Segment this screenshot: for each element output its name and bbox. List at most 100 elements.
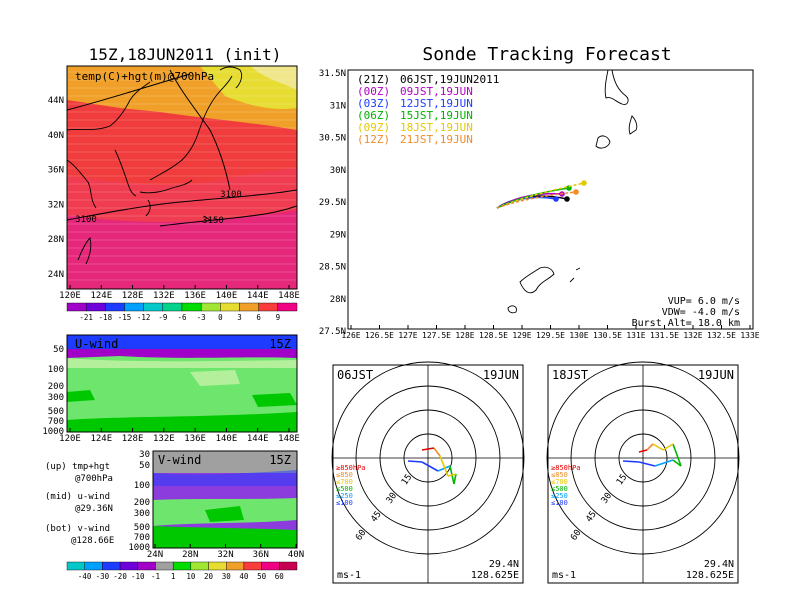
vwind-label: V-wind [158,453,201,467]
colorbar-label: -40 [78,572,92,581]
lon-tick-label: 144E [247,291,269,301]
hodograph-segment [421,461,439,472]
colorbar-label: -18 [99,313,113,322]
uwind-time: 15Z [269,337,291,351]
lat-tick-label: 36N [253,550,269,560]
colorbar-swatch [172,561,192,571]
colorbar-swatch [162,302,183,312]
temp-lat-ticks: 44N 40N 36N 32N 28N 24N [48,96,64,280]
track-map-coast [507,69,638,314]
colorbar-swatch [181,302,202,312]
note-line: (mid) u-wind [45,492,110,502]
polar-lon: 128.625E [471,570,519,581]
colorbar-swatch [239,302,259,312]
colorbar-label: 40 [239,572,249,581]
hodograph-segment [437,465,451,472]
colorbar-label: -15 [118,313,132,322]
hodograph-segment [421,447,435,451]
note-line: (up) tmp+hgt [45,462,110,472]
lat-tick-label: 28N [182,550,198,560]
colorbar-label: -9 [158,313,167,322]
colorbar-swatch [220,302,240,312]
lat-tick-label: 30.5N [319,134,346,144]
polar-lat: 29.4N [489,559,519,570]
track-map [347,69,754,330]
lon-tick-label: 132E [153,434,175,444]
level-label: ≤700 [551,478,568,486]
temp-lon-ticks: 120E 124E 128E 132E 136E 140E 144E 148E [59,285,300,301]
hodograph-segment [439,455,449,477]
lat-tick-label: 28.5N [319,263,346,273]
hodograph-segment [652,443,664,451]
legend-time: 12JST,19JUN [400,97,473,110]
legend-time: 15JST,19JUN [400,109,473,122]
lon-tick-label: 140E [216,291,238,301]
legend-zulu: (09Z) [357,121,390,134]
temp-map: 3100 3100 3150 temp(C)+hgt(m)@700hPa [66,65,298,290]
colorbar-swatch [258,302,279,312]
legend-time: 18JST,19JUN [400,121,473,134]
colorbar-swatch [277,302,298,312]
hodograph-segment [654,459,674,467]
polar-lon: 128.625E [686,570,734,581]
polar-unit: ms-1 [337,570,361,581]
note-line: @128.66E [71,536,114,546]
lat-tick-label: 28N [330,295,346,305]
pressure-tick-label: 30 [53,0,64,3]
lat-tick-label: 24N [147,550,163,560]
colorbar-label: 10 [186,572,196,581]
pressure-tick-label: 500 [134,523,150,533]
colorbar-swatch [243,561,262,571]
lon-tick-label: 129.5E [536,331,565,340]
colorbar-label: -10 [131,572,145,581]
param-burst: Burst Alt= 18.0 km [632,318,740,329]
legend-zulu: (21Z) [357,73,390,86]
colorbar-label: 50 [257,572,267,581]
colorbar-swatch [208,561,227,571]
lat-tick-label: 40N [48,131,64,141]
contour-label: 3150 [202,216,224,226]
colorbar-label: -12 [137,313,151,322]
polar-lat: 29.4N [704,559,734,570]
level-label: ≥850hPa [336,464,366,472]
pressure-tick-label: 700 [48,417,64,427]
note-line: @29.36N [75,504,113,514]
colorbar-swatch [66,561,85,571]
colorbar-label: -1 [151,572,160,581]
lon-tick-label: 131.5E [650,331,679,340]
note-line: @700hPa [75,474,113,484]
colorbar-swatch [66,302,87,312]
colorbar-swatch [124,302,144,312]
level-label: ≤700 [336,478,353,486]
lon-tick-label: 140E [216,434,238,444]
colorbar-swatch [119,561,138,571]
pressure-tick-label: 30 [139,450,150,460]
colorbar-swatch [85,302,106,312]
param-vup: VUP= 6.0 m/s [668,296,740,307]
lat-tick-label: 44N [48,96,64,106]
hodograph-segment [622,460,640,463]
legend-time: 06JST,19JUN2011 [400,73,499,86]
legend-time: 09JST,19JUN [400,85,473,98]
colorbar-swatch [137,561,156,571]
level-label: ≤850 [336,471,353,479]
lon-tick-label: 130.5E [593,331,622,340]
polar-time: 18JST [552,368,588,382]
lon-tick-label: 128E [122,434,144,444]
lon-tick-label: 128.5E [479,331,508,340]
colorbar-swatch [105,302,125,312]
hodograph-segment [433,447,441,457]
lat-tick-label: 32N [217,550,233,560]
lat-tick-label: 27.5N [319,327,346,337]
pressure-tick-label: 200 [134,498,150,508]
colorbar-swatch [190,561,209,571]
lon-tick-label: 148E [278,434,300,444]
pressure-tick-label: 100 [48,365,64,375]
level-label: ≤250 [336,492,353,500]
lat-tick-label: 40N [288,550,304,560]
pressure-tick-label: 500 [48,407,64,417]
pressure-tick-label: 700 [134,533,150,543]
pressure-tick-label: 100 [134,481,150,491]
lat-tick-label: 28N [48,235,64,245]
